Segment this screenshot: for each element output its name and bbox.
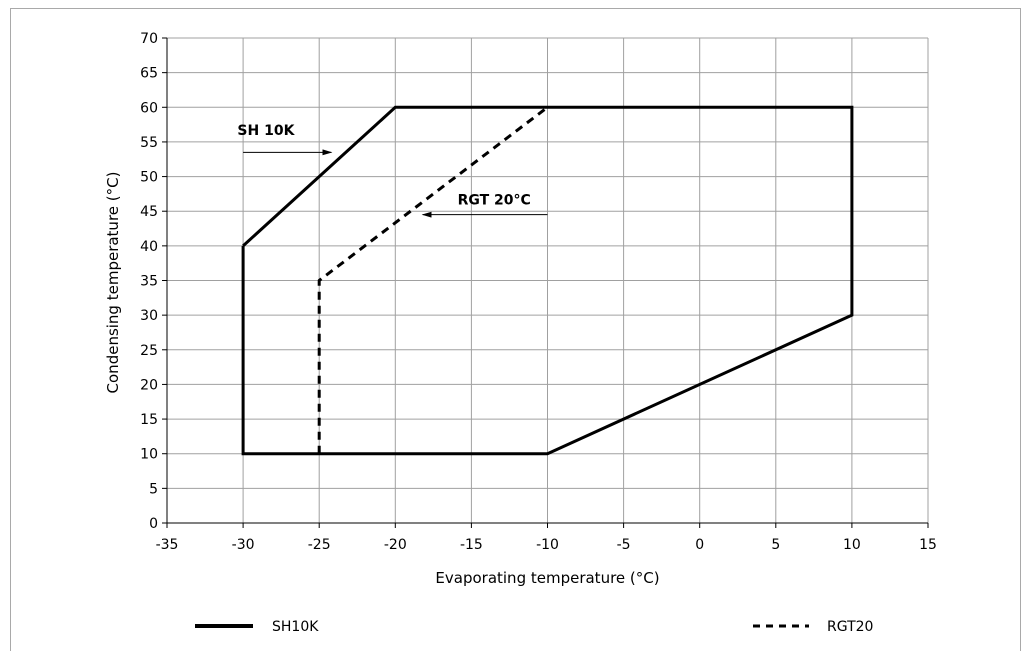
x-axis-title: Evaporating temperature (°C) <box>435 569 659 587</box>
y-axis-title: Condensing temperature (°C) <box>104 172 122 394</box>
y-tick-label: 45 <box>140 204 158 220</box>
y-tick-label: 60 <box>140 100 158 116</box>
data-series <box>241 105 854 456</box>
grid <box>167 37 929 523</box>
y-tick-label: 30 <box>140 308 158 324</box>
x-tick-label: 15 <box>919 537 937 553</box>
y-tick-label: 70 <box>140 31 158 47</box>
annotation-label: SH 10K <box>237 123 295 139</box>
x-tick-label: 10 <box>843 537 861 553</box>
y-tick-label: 35 <box>140 274 158 290</box>
series-line-sh10k <box>241 105 854 456</box>
y-tick-label: 25 <box>140 343 158 359</box>
axes: -35 -30 -25 -20 -15 -10 -5 0 5 10 15 0 5 10 15 20 25 30 35… <box>140 31 937 553</box>
annotation-label: RGT 20°C <box>458 192 531 208</box>
x-tick-label: 0 <box>695 537 704 553</box>
y-tick-label: 55 <box>140 135 158 151</box>
axis-labels: Evaporating temperature (°C) Condensing t… <box>104 172 660 587</box>
legend: SH10K RGT20 <box>195 619 873 635</box>
y-tick-label: 0 <box>149 516 158 532</box>
x-tick-label: -30 <box>232 537 255 553</box>
legend-label-rgt20: RGT20 <box>827 619 873 635</box>
y-tick-label: 65 <box>140 66 158 82</box>
series-line-rgt20 <box>317 106 549 454</box>
y-tick-label: 20 <box>140 377 158 393</box>
y-tick-label: 15 <box>140 412 158 428</box>
x-tick-label: -15 <box>460 537 483 553</box>
y-tick-label: 10 <box>140 447 158 463</box>
y-tick-label: 50 <box>140 170 158 186</box>
y-tick-label: 5 <box>149 481 158 497</box>
x-tick-label: -10 <box>536 537 559 553</box>
x-tick-label: -20 <box>384 537 407 553</box>
chart-frame <box>10 8 1021 651</box>
x-tick-label: -35 <box>156 537 179 553</box>
annotations: SH 10K RGT 20°C <box>237 123 548 218</box>
y-tick-label: 40 <box>140 239 158 255</box>
x-tick-label: 5 <box>771 537 780 553</box>
legend-label-sh10k: SH10K <box>272 619 319 635</box>
x-tick-label: -25 <box>308 537 331 553</box>
x-tick-label: -5 <box>617 537 631 553</box>
